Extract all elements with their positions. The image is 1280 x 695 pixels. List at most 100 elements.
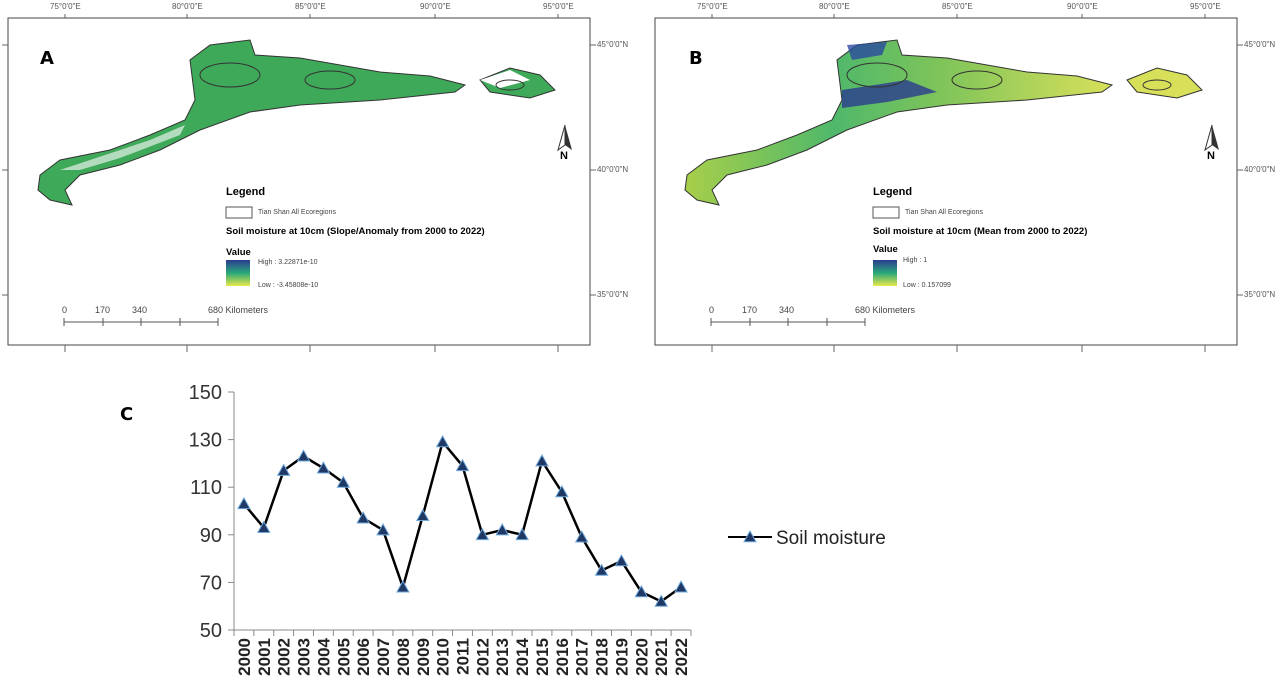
x-tick-label: 2002 bbox=[275, 638, 294, 676]
ecoregion-shape-a bbox=[37, 39, 467, 206]
map-a-frame bbox=[7, 17, 591, 346]
lon-label: 85°0'0"E bbox=[295, 2, 326, 11]
x-tick-label: 2019 bbox=[612, 638, 631, 676]
panel-letter-b: B bbox=[689, 48, 703, 69]
x-tick-label: 2020 bbox=[632, 638, 651, 676]
legend-value-label: Value bbox=[873, 244, 898, 255]
data-point bbox=[574, 530, 589, 543]
scale-label: 0 bbox=[709, 305, 715, 315]
x-tick-label: 2006 bbox=[354, 638, 373, 676]
y-tick-label: 130 bbox=[189, 430, 222, 452]
scale-label: 0 bbox=[62, 305, 68, 315]
data-point bbox=[515, 527, 529, 541]
x-tick-label: 2017 bbox=[573, 638, 592, 676]
lon-label: 95°0'0"E bbox=[543, 2, 574, 11]
data-point bbox=[376, 523, 390, 536]
lat-label: 40°0'0"N bbox=[1244, 165, 1276, 174]
data-point bbox=[396, 580, 410, 593]
x-tick-label: 2015 bbox=[533, 638, 552, 676]
data-point bbox=[654, 594, 669, 607]
panel-letter-c: C bbox=[120, 404, 134, 425]
scale-label: 680 Kilometers bbox=[855, 305, 916, 315]
lon-label: 90°0'0"E bbox=[1067, 2, 1098, 11]
x-tick-label: 2016 bbox=[553, 638, 572, 676]
lon-label: 75°0'0"E bbox=[50, 2, 81, 11]
scale-label: 170 bbox=[95, 305, 111, 315]
legend-title: Legend bbox=[873, 186, 913, 198]
data-point bbox=[296, 449, 311, 462]
legend-high-label: High : 1 bbox=[903, 257, 928, 264]
color-ramp-b bbox=[873, 260, 897, 286]
lon-label: 75°0'0"E bbox=[697, 2, 728, 11]
legend-value-label: Value bbox=[226, 247, 251, 258]
map-panel-b: 75°0'0"E 80°0'0"E 85°0'0"E 90°0'0"E 95°0… bbox=[647, 0, 1280, 360]
data-point bbox=[614, 553, 629, 567]
x-tick-label: 2003 bbox=[295, 638, 314, 676]
data-point bbox=[594, 563, 609, 576]
legend-layer-title: Soil moisture at 10cm (Slope/Anomaly fro… bbox=[226, 226, 485, 237]
north-arrow bbox=[1204, 124, 1219, 152]
legend-boundary-label: Tian Shan All Ecoregions bbox=[905, 209, 983, 216]
lon-label: 85°0'0"E bbox=[942, 2, 973, 11]
data-point bbox=[634, 584, 649, 598]
data-point bbox=[455, 458, 470, 472]
legend-boundary-label: Tian Shan All Ecoregions bbox=[258, 209, 336, 216]
x-tick-label: 2004 bbox=[314, 637, 333, 675]
x-tick-label: 2022 bbox=[672, 638, 691, 676]
data-point bbox=[276, 463, 291, 476]
color-ramp-a bbox=[226, 260, 250, 286]
lat-label: 45°0'0"N bbox=[597, 40, 629, 49]
x-tick-label: 2008 bbox=[394, 638, 413, 676]
data-point bbox=[674, 580, 688, 593]
north-label: N bbox=[1207, 150, 1215, 162]
lon-label: 90°0'0"E bbox=[420, 2, 451, 11]
lon-label: 95°0'0"E bbox=[1190, 2, 1221, 11]
scale-bar bbox=[63, 318, 219, 326]
x-tick-label: 2007 bbox=[374, 638, 393, 676]
x-tick-label: 2018 bbox=[593, 638, 612, 676]
map-a-svg bbox=[2, 14, 596, 352]
boundary-swatch-b bbox=[872, 206, 900, 219]
data-point bbox=[535, 453, 549, 467]
legend-layer-title: Soil moisture at 10cm (Mean from 2000 to… bbox=[873, 226, 1088, 237]
legend-low-label: Low : -3.45808e-10 bbox=[258, 282, 319, 289]
scale-label: 170 bbox=[742, 305, 758, 315]
map-b-svg bbox=[654, 14, 1243, 352]
x-tick-label: 2010 bbox=[434, 638, 453, 676]
scale-label: 340 bbox=[132, 305, 148, 315]
scale-label: 340 bbox=[779, 305, 795, 315]
scale-bar bbox=[710, 318, 866, 326]
data-point bbox=[356, 511, 371, 524]
x-tick-label: 2011 bbox=[454, 638, 473, 675]
x-tick-label: 2000 bbox=[235, 638, 254, 676]
x-tick-label: 2001 bbox=[255, 638, 274, 676]
data-point bbox=[256, 520, 271, 533]
x-tick-label: 2014 bbox=[513, 637, 532, 675]
y-tick-label: 110 bbox=[190, 477, 222, 499]
x-tick-label: 2021 bbox=[652, 638, 671, 676]
legend-high-label: High : 3.22871e-10 bbox=[258, 259, 318, 266]
lat-label: 35°0'0"N bbox=[1244, 290, 1276, 299]
x-tick-label: 2009 bbox=[414, 638, 433, 676]
lat-label: 40°0'0"N bbox=[597, 165, 629, 174]
legend-label: Soil moisture bbox=[776, 528, 886, 549]
data-point bbox=[336, 475, 351, 488]
legend-low-label: Low : 0.157099 bbox=[903, 282, 951, 289]
north-label: N bbox=[560, 150, 568, 162]
y-tick-label: 50 bbox=[200, 620, 222, 642]
data-point bbox=[237, 496, 251, 510]
y-tick-label: 70 bbox=[200, 572, 222, 594]
lat-label: 45°0'0"N bbox=[1244, 40, 1276, 49]
ecoregion-shape-b bbox=[684, 39, 1114, 206]
data-point bbox=[316, 461, 331, 474]
x-tick-label: 2012 bbox=[473, 638, 492, 676]
lon-label: 80°0'0"E bbox=[172, 2, 203, 11]
panel-letter-a: A bbox=[40, 48, 54, 69]
x-tick-label: 2013 bbox=[493, 638, 512, 676]
data-point bbox=[475, 527, 490, 541]
x-tick-label: 2005 bbox=[334, 638, 353, 676]
boundary-swatch-a bbox=[225, 206, 253, 219]
y-tick-label: 90 bbox=[200, 525, 222, 547]
data-point bbox=[415, 508, 430, 522]
